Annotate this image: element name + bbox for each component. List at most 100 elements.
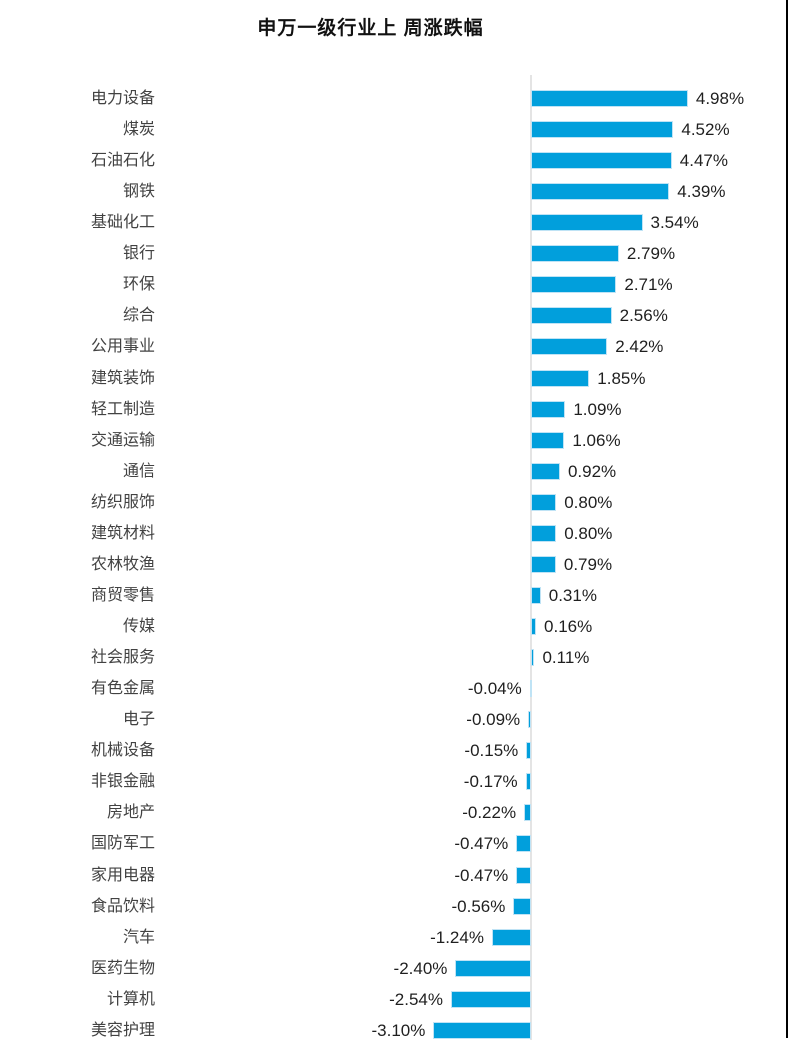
bar-value-label: -0.56% [451, 896, 506, 916]
category-label: 综合 [122, 307, 155, 325]
bar-row: 钢铁 4.39% [0, 176, 789, 207]
bar-value-label: -0.47% [454, 834, 509, 854]
bar-row: 建筑材料 0.80% [0, 518, 789, 549]
bar-row: 社会服务 0.11% [0, 642, 789, 673]
category-label: 建筑装饰 [90, 369, 155, 387]
bar [531, 90, 688, 107]
bar-value-label: 4.47% [679, 151, 728, 171]
bar-value-label: -0.15% [464, 741, 519, 761]
category-label: 钢铁 [122, 183, 155, 201]
bar-row: 有色金属 -0.04% [0, 673, 789, 704]
category-label: 轻工制造 [90, 400, 155, 418]
bar-row: 银行 2.79% [0, 238, 789, 269]
bar-value-label: 4.98% [695, 89, 745, 108]
bar [516, 835, 531, 853]
bar [491, 928, 531, 946]
bar-row: 纺织服饰 0.80% [0, 487, 789, 518]
bar [450, 990, 531, 1008]
bar-row: 环保 2.71% [0, 269, 789, 300]
category-label: 国防军工 [90, 835, 155, 853]
category-label: 家用电器 [90, 866, 155, 884]
bar [531, 338, 608, 356]
bar-value-label: -0.04% [467, 679, 522, 699]
bar-row: 房地产 -0.22% [0, 797, 789, 828]
bar-row: 非银金融 -0.17% [0, 766, 789, 797]
bar [531, 369, 590, 387]
bar [531, 493, 557, 511]
bar-row: 煤炭 4.52% [0, 114, 789, 145]
bar-value-label: 1.85% [597, 368, 646, 388]
bar-value-label: 1.06% [572, 430, 621, 450]
category-label: 房地产 [106, 804, 155, 822]
bar-row: 电子 -0.09% [0, 704, 789, 735]
bar [531, 555, 556, 573]
bar-value-label: 4.52% [681, 120, 730, 140]
bar-row: 建筑装饰 1.85% [0, 363, 789, 394]
bar-row: 食品饮料 -0.56% [0, 891, 789, 922]
bar [531, 121, 674, 139]
category-label: 纺织服饰 [90, 493, 155, 511]
bar-value-label: -1.24% [430, 927, 484, 947]
bar [531, 183, 670, 201]
category-label: 公用事业 [90, 338, 155, 356]
bar-row: 通信 0.92% [0, 456, 789, 487]
bar [531, 214, 643, 232]
bar-row: 美容护理 -3.10% [0, 1015, 789, 1046]
category-label: 医药生物 [90, 959, 155, 977]
bar-value-label: -0.22% [462, 803, 517, 823]
category-label: 电子 [122, 711, 155, 729]
bar-row: 计算机 -2.54% [0, 984, 789, 1015]
bar-value-label: 2.79% [626, 244, 676, 264]
category-label: 社会服务 [90, 649, 155, 667]
bar-value-label: 2.56% [619, 306, 668, 326]
bar [528, 711, 531, 729]
bar-row: 轻工制造 1.09% [0, 394, 789, 425]
bar [529, 680, 532, 698]
category-label: 建筑材料 [90, 524, 155, 542]
bar [531, 307, 612, 325]
category-label: 食品饮料 [90, 897, 155, 915]
bar [531, 524, 557, 542]
bar [455, 959, 531, 977]
bar-row: 电力设备 4.98% [0, 83, 789, 114]
bar [531, 462, 560, 480]
category-label: 农林牧渔 [90, 555, 155, 573]
bar-value-label: 4.39% [677, 182, 726, 202]
bar-row: 交通运输 1.06% [0, 425, 789, 456]
category-label: 计算机 [106, 990, 155, 1008]
bar-row: 机械设备 -0.15% [0, 735, 789, 766]
category-label: 环保 [122, 276, 155, 294]
bar-row: 汽车 -1.24% [0, 922, 789, 953]
bar-row: 国防军工 -0.47% [0, 828, 789, 859]
category-label: 传媒 [122, 618, 155, 636]
category-label: 汽车 [122, 928, 155, 946]
chart-title: 申万一级行业上 周涨跌幅 [257, 18, 484, 39]
bar-value-label: -2.40% [393, 958, 448, 978]
bar-value-label: 0.80% [564, 523, 613, 543]
bar-value-label: 0.16% [544, 617, 593, 637]
bar-row: 医药生物 -2.40% [0, 953, 789, 984]
bar [531, 245, 619, 263]
category-label: 煤炭 [122, 121, 155, 139]
bar [513, 897, 531, 915]
bar [531, 152, 672, 170]
category-label: 电力设备 [90, 90, 155, 107]
bar [526, 742, 531, 760]
bar-value-label: 2.42% [615, 337, 664, 357]
category-label: 非银金融 [90, 773, 155, 791]
bar [524, 804, 531, 822]
bar-row: 家用电器 -0.47% [0, 860, 789, 891]
page-right-border-line [786, 0, 788, 1038]
bar-row: 基础化工 3.54% [0, 207, 789, 238]
bar [516, 866, 531, 884]
bar [531, 431, 565, 449]
category-label: 银行 [122, 245, 155, 263]
bar-value-label: -0.09% [466, 710, 521, 730]
category-label: 有色金属 [90, 680, 155, 698]
category-label: 美容护理 [90, 1021, 155, 1039]
category-label: 机械设备 [90, 742, 155, 760]
bar-row: 综合 2.56% [0, 300, 789, 331]
bar-row: 公用事业 2.42% [0, 331, 789, 362]
bar-value-label: -0.17% [463, 772, 518, 792]
